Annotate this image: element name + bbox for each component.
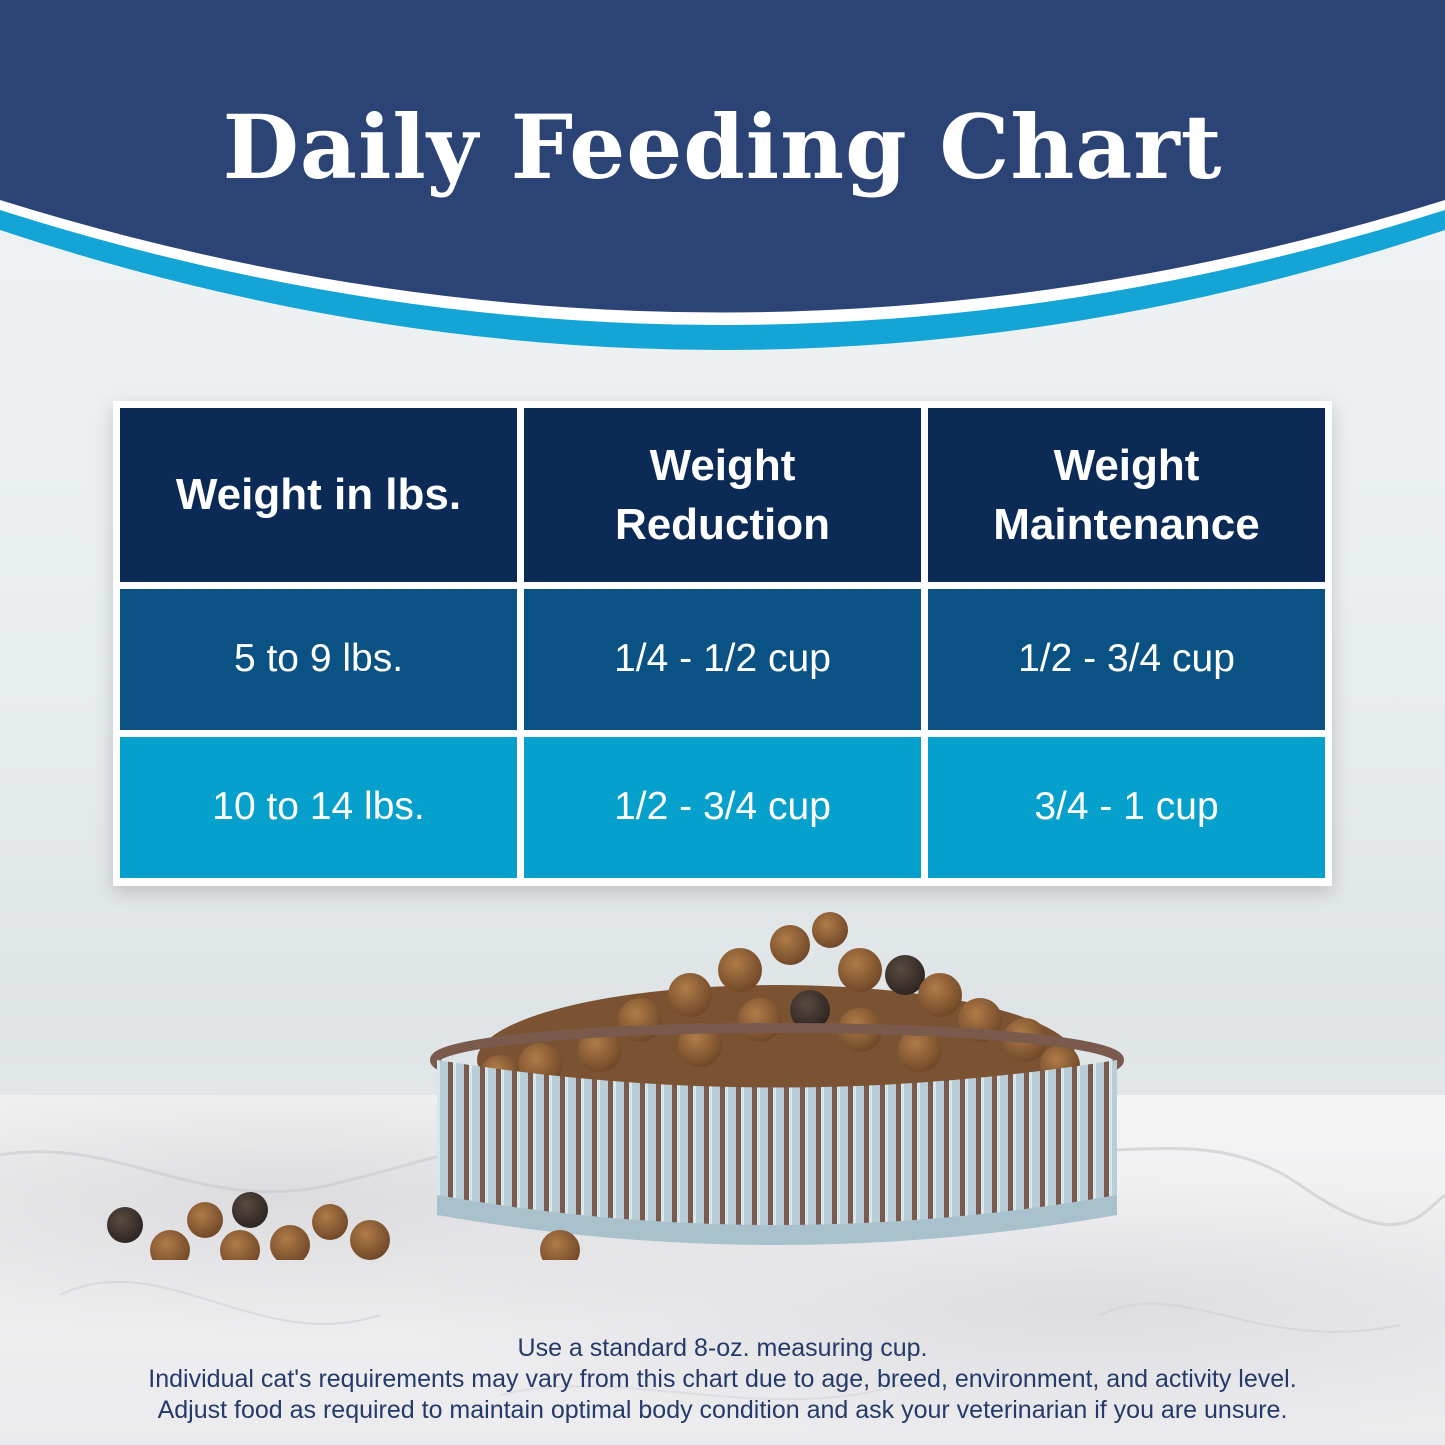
footer-line: Adjust food as required to maintain opti… bbox=[157, 1396, 1288, 1424]
feeding-table: Weight in lbs. Weight Reduction Weight M… bbox=[113, 401, 1332, 886]
header-banner: Daily Feeding Chart bbox=[0, 0, 1445, 370]
table-cell: 1/4 - 1/2 cup bbox=[524, 589, 921, 730]
footer-notes: Use a standard 8-oz. measuring cup. Indi… bbox=[0, 1333, 1445, 1426]
table-cell: 1/2 - 3/4 cup bbox=[928, 589, 1325, 730]
table-cell: 5 to 9 lbs. bbox=[120, 589, 517, 730]
page-title: Daily Feeding Chart bbox=[222, 95, 1223, 199]
table-cell: 10 to 14 lbs. bbox=[120, 737, 517, 878]
footer-line: Individual cat's requirements may vary f… bbox=[148, 1365, 1297, 1393]
header-weight: Weight in lbs. bbox=[120, 408, 517, 582]
header-reduction: Weight Reduction bbox=[524, 408, 921, 582]
footer-line: Use a standard 8-oz. measuring cup. bbox=[517, 1334, 928, 1362]
table-cell: 1/2 - 3/4 cup bbox=[524, 737, 921, 878]
header-maintenance: Weight Maintenance bbox=[928, 408, 1325, 582]
table-cell: 3/4 - 1 cup bbox=[928, 737, 1325, 878]
bowl-of-cat-kibble-icon bbox=[0, 900, 1445, 1260]
